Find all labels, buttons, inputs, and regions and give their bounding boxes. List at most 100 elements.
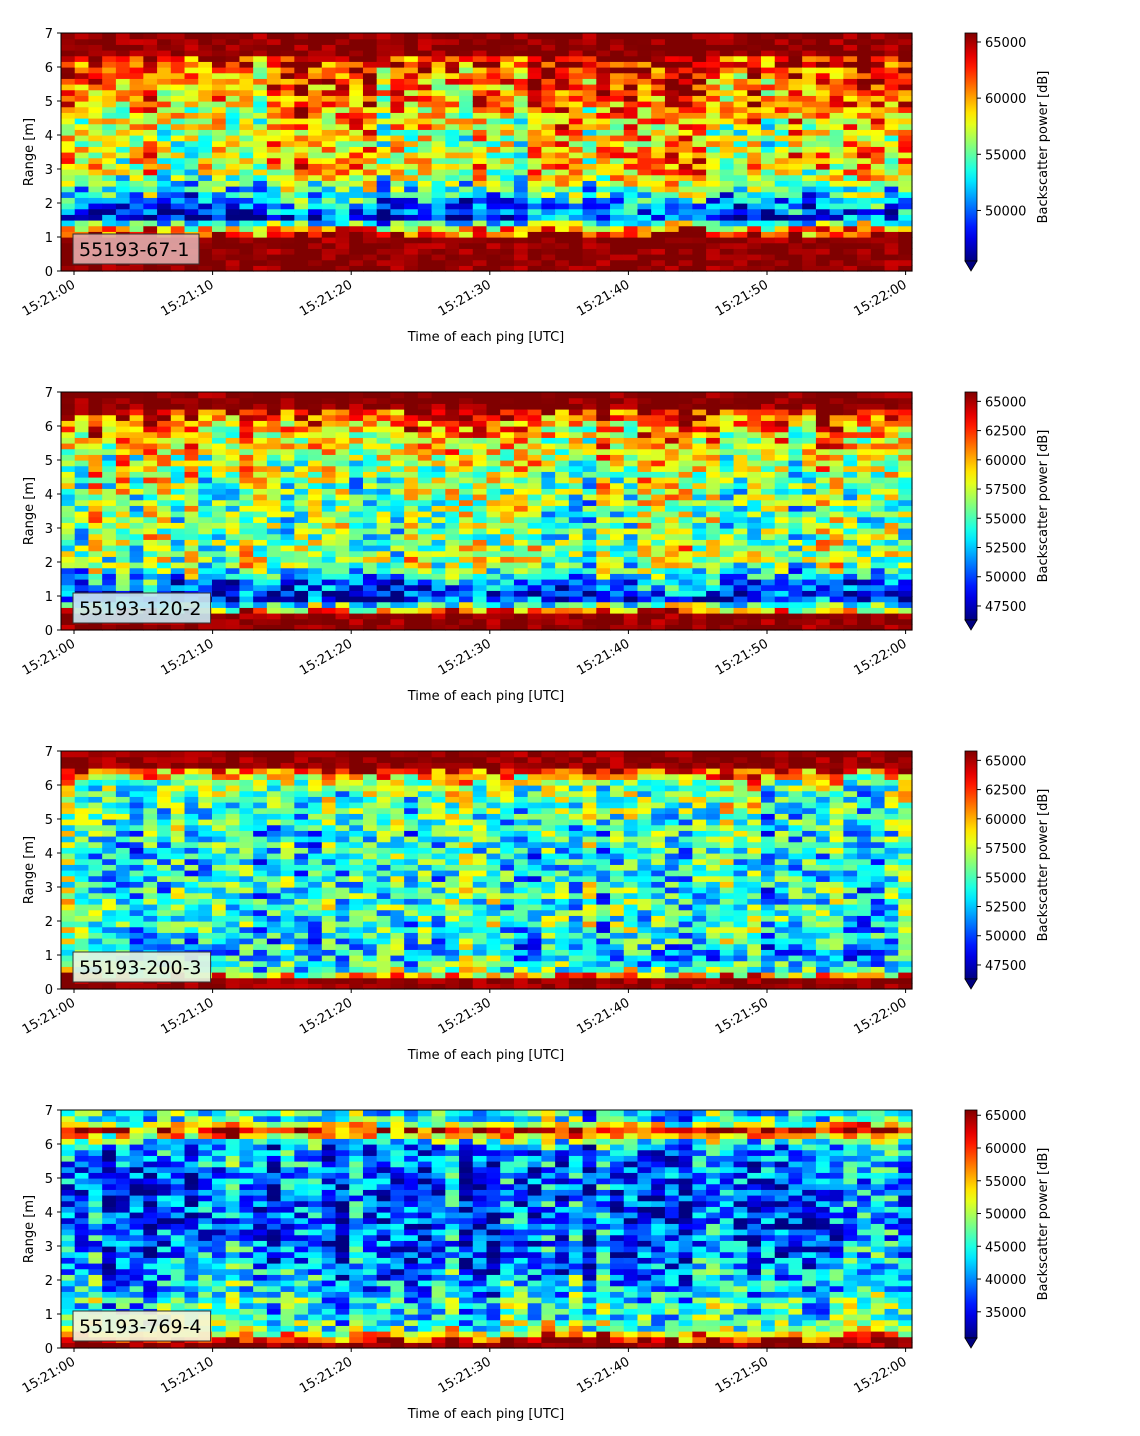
heatmap-cell	[362, 157, 378, 164]
heatmap-cell	[431, 556, 446, 563]
heatmap-cell	[678, 208, 693, 215]
heatmap-cell	[637, 465, 652, 472]
heatmap-cell	[61, 601, 76, 608]
heatmap-cell	[102, 61, 117, 68]
heatmap-cell	[486, 579, 501, 586]
heatmap-cell	[294, 174, 309, 181]
heatmap-cell	[870, 67, 886, 74]
heatmap-cell	[404, 254, 419, 261]
heatmap-cell	[61, 180, 76, 187]
heatmap-cell	[568, 448, 584, 455]
heatmap-cell	[733, 607, 748, 614]
heatmap-cell	[349, 33, 364, 40]
heatmap-cell	[582, 33, 597, 40]
heatmap-cell	[651, 607, 666, 614]
heatmap-cell	[568, 203, 584, 210]
heatmap-cell	[610, 505, 625, 512]
heatmap-cell	[294, 550, 309, 557]
heatmap-cell	[610, 618, 625, 625]
heatmap-cell	[239, 203, 254, 210]
heatmap-cell	[513, 460, 529, 467]
heatmap-cell	[582, 157, 597, 164]
y-tick-label: 3	[45, 163, 53, 178]
heatmap-cell	[651, 392, 666, 399]
heatmap-cell	[692, 33, 707, 40]
heatmap-cell	[143, 624, 158, 631]
heatmap-cell	[266, 562, 282, 569]
heatmap-cell	[88, 123, 103, 130]
heatmap-cell	[143, 420, 158, 427]
heatmap-cell	[129, 584, 144, 591]
heatmap-cell	[390, 499, 405, 506]
heatmap-cell	[129, 112, 144, 119]
heatmap-cell	[815, 505, 831, 512]
heatmap-cell	[692, 477, 707, 484]
heatmap-cell	[198, 214, 213, 221]
heatmap-cell	[761, 248, 776, 255]
heatmap-cell	[294, 78, 309, 85]
heatmap-cell	[486, 129, 501, 136]
heatmap-cell	[102, 414, 117, 421]
heatmap-cell	[184, 624, 199, 631]
heatmap-cell	[610, 420, 625, 427]
heatmap-cell	[198, 443, 213, 450]
heatmap-cell	[802, 112, 817, 119]
heatmap-cell	[376, 174, 392, 181]
heatmap-cell	[253, 522, 268, 529]
heatmap-cell	[211, 624, 227, 631]
heatmap-cell	[829, 61, 844, 68]
heatmap-cell	[788, 237, 803, 244]
heatmap-cell	[143, 129, 158, 136]
heatmap-cell	[129, 624, 144, 631]
heatmap-cell	[555, 33, 570, 40]
heatmap-cell	[774, 220, 790, 227]
heatmap-cell	[788, 118, 803, 125]
heatmap-cell	[541, 607, 556, 614]
heatmap-cell	[253, 112, 268, 119]
heatmap-cell	[568, 61, 584, 68]
heatmap-cell	[74, 437, 90, 444]
heatmap-cell	[266, 259, 282, 266]
heatmap-cell	[115, 214, 131, 221]
heatmap-cell	[308, 140, 323, 147]
heatmap-cell	[692, 624, 707, 631]
heatmap-cell	[623, 112, 639, 119]
heatmap-cell	[266, 550, 282, 557]
heatmap-cell	[637, 443, 652, 450]
heatmap-cell	[527, 494, 543, 501]
heatmap-cell	[102, 397, 117, 404]
heatmap-cell	[349, 477, 364, 484]
heatmap-cell	[898, 38, 913, 45]
heatmap-cell	[74, 208, 90, 215]
heatmap-cell	[102, 225, 117, 232]
heatmap-cell	[541, 33, 556, 40]
heatmap-cell	[706, 50, 721, 57]
heatmap-cell	[88, 84, 103, 91]
heatmap-cell	[596, 78, 611, 85]
heatmap-cell	[459, 420, 474, 427]
heatmap-cell	[623, 556, 639, 563]
heatmap-cell	[198, 254, 213, 261]
heatmap-cell	[376, 61, 392, 68]
heatmap-cell	[802, 426, 817, 433]
heatmap-cell	[843, 140, 858, 147]
heatmap-cell	[884, 61, 899, 68]
heatmap-cell	[74, 84, 90, 91]
heatmap-cell	[61, 516, 76, 523]
heatmap-cell	[857, 118, 872, 125]
heatmap-cell	[706, 454, 721, 461]
heatmap-cell	[870, 197, 886, 204]
heatmap-cell	[211, 397, 227, 404]
heatmap-cell	[555, 112, 570, 119]
heatmap-cell	[321, 426, 337, 433]
heatmap-cell	[706, 259, 721, 266]
heatmap-cell	[747, 254, 762, 261]
heatmap-cell	[225, 203, 241, 210]
heatmap-cell	[692, 596, 707, 603]
heatmap-cell	[719, 186, 735, 193]
heatmap-cell	[472, 584, 488, 591]
heatmap-cell	[761, 259, 776, 266]
heatmap-cell	[843, 50, 858, 57]
heatmap-cell	[733, 197, 748, 204]
heatmap-cell	[747, 242, 762, 249]
